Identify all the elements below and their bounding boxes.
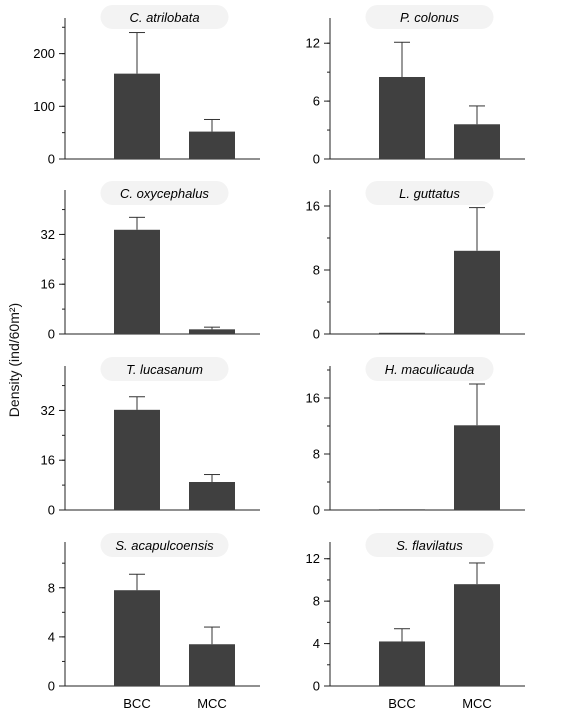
- y-tick-label: 16: [41, 453, 55, 468]
- chart-title: S. flavilatus: [396, 538, 463, 553]
- chart-title: C. oxycephalus: [120, 186, 209, 201]
- chart-title-background: [100, 357, 229, 381]
- chart-title: H. maculicauda: [385, 362, 475, 377]
- bar: [114, 409, 160, 510]
- y-tick-label: 8: [48, 580, 55, 595]
- chart-title: C. atrilobata: [129, 10, 199, 25]
- bar: [454, 250, 500, 334]
- chart-title: L. guttatus: [399, 186, 460, 201]
- y-tick-label: 8: [313, 594, 320, 609]
- y-tick-label: 0: [313, 152, 320, 167]
- bar: [189, 644, 235, 686]
- y-tick-label: 16: [41, 277, 55, 292]
- y-tick-label: 200: [33, 46, 55, 61]
- chart-title: T. lucasanum: [126, 362, 203, 377]
- y-tick-label: 4: [313, 636, 320, 651]
- bar: [189, 131, 235, 159]
- bar: [114, 590, 160, 686]
- chart-title-background: [365, 181, 494, 205]
- chart-panel: P. colonus 0 6 12: [306, 5, 525, 167]
- chart-panel: C. oxycephalus 0 16 32: [41, 181, 260, 342]
- x-category-label: MCC: [462, 696, 492, 711]
- chart-title-background: [365, 357, 494, 381]
- chart-panel: T. lucasanum 0 16 32: [41, 357, 260, 518]
- bar: [379, 332, 425, 334]
- x-category-label: BCC: [123, 696, 150, 711]
- y-tick-label: 8: [313, 263, 320, 278]
- y-tick-label: 32: [41, 403, 55, 418]
- bar: [379, 509, 425, 511]
- chart-panel: S. acapulcoensis 0 4 8 BCC MCC: [48, 533, 260, 711]
- bar: [189, 482, 235, 510]
- y-tick-label: 0: [313, 503, 320, 518]
- chart-title-background: [365, 5, 494, 29]
- y-tick-label: 12: [306, 36, 320, 51]
- chart-panel: S. flavilatus 0 4 8 12 BCC MCC: [306, 533, 525, 711]
- x-category-label: BCC: [388, 696, 415, 711]
- y-tick-label: 0: [48, 679, 55, 694]
- bar: [189, 329, 235, 334]
- y-tick-label: 8: [313, 447, 320, 462]
- y-tick-label: 6: [313, 94, 320, 109]
- y-tick-label: 12: [306, 551, 320, 566]
- bar: [454, 425, 500, 510]
- y-tick-label: 16: [306, 199, 320, 214]
- y-tick-label: 0: [48, 327, 55, 342]
- bar: [114, 73, 160, 159]
- y-tick-label: 32: [41, 227, 55, 242]
- y-tick-label: 0: [313, 679, 320, 694]
- chart-title-background: [100, 533, 229, 557]
- bar: [114, 229, 160, 334]
- chart-title-background: [100, 5, 229, 29]
- y-tick-label: 100: [33, 99, 55, 114]
- bar: [454, 124, 500, 159]
- chart-title: P. colonus: [400, 10, 460, 25]
- y-tick-label: 0: [313, 327, 320, 342]
- y-tick-label: 0: [48, 503, 55, 518]
- bar: [454, 584, 500, 686]
- chart-title-background: [100, 181, 229, 205]
- chart-panel: L. guttatus 0 8 16: [306, 181, 525, 342]
- y-tick-label: 4: [48, 629, 55, 644]
- bar: [379, 641, 425, 686]
- chart-panel: C. atrilobata 0 100 200: [33, 5, 260, 167]
- y-tick-label: 0: [48, 152, 55, 167]
- chart-title-background: [365, 533, 494, 557]
- bar: [379, 76, 425, 159]
- chart-panel: H. maculicauda 0 8 16: [306, 357, 525, 518]
- x-category-label: MCC: [197, 696, 227, 711]
- y-tick-label: 16: [306, 391, 320, 406]
- chart-title: S. acapulcoensis: [115, 538, 214, 553]
